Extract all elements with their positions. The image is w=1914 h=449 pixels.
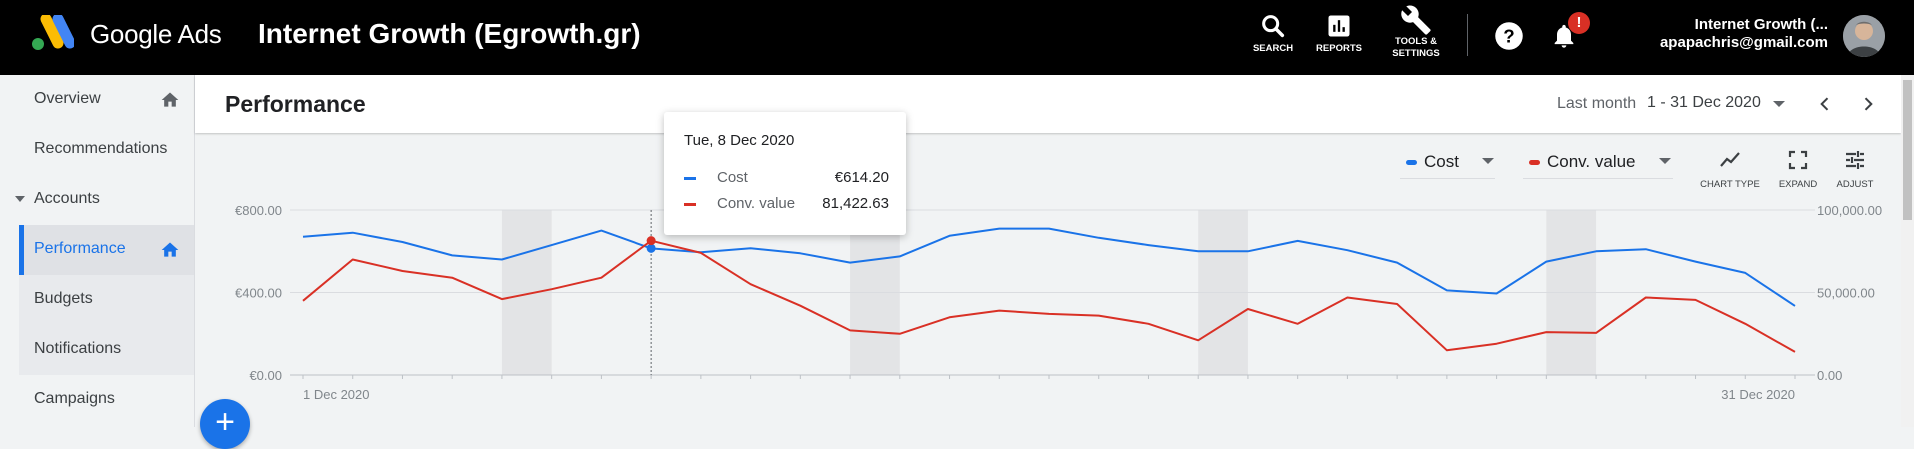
cost-legend-dot bbox=[1406, 160, 1417, 165]
search-button[interactable]: SEARCH bbox=[1233, 12, 1313, 55]
y-left-tick-label: €0.00 bbox=[249, 368, 282, 383]
y-left-tick-label: €400.00 bbox=[235, 286, 282, 301]
metric-selector-conv-value[interactable]: Conv. value bbox=[1523, 148, 1673, 179]
tooltip-metric-value: 81,422.63 bbox=[822, 195, 889, 212]
sidebar-item-label: Campaigns bbox=[34, 390, 115, 407]
user-email: apapachris@gmail.com bbox=[1659, 34, 1828, 51]
brand-name: Google Ads bbox=[90, 19, 222, 49]
tooltip-metric-value: €614.20 bbox=[834, 169, 889, 186]
conv-value-legend-dot bbox=[1529, 160, 1540, 165]
caret-down-icon bbox=[15, 196, 25, 202]
y-right-tick-label: 50,000.00 bbox=[1817, 286, 1875, 301]
tooltip-swatch-conv-value bbox=[684, 203, 696, 206]
tools-label-line2: SETTINGS bbox=[1392, 48, 1440, 59]
sidebar-item-campaigns[interactable]: Campaigns bbox=[0, 375, 194, 425]
highlight-point-cost bbox=[646, 243, 656, 253]
sidebar-item-label: Accounts bbox=[34, 190, 100, 207]
sidebar-item-label: Performance bbox=[34, 240, 126, 257]
sidebar-item-overview[interactable]: Overview bbox=[0, 75, 194, 125]
dropdown-caret-icon bbox=[1773, 101, 1785, 107]
tools-label-line1: TOOLS & bbox=[1394, 36, 1438, 47]
adjust-button[interactable]: ADJUST bbox=[1820, 148, 1890, 190]
x-tick-label: 1 Dec 2020 bbox=[303, 387, 370, 402]
sidebar-item-budgets[interactable]: Budgets bbox=[19, 275, 194, 325]
sidebar-item-performance[interactable]: Performance bbox=[19, 225, 194, 275]
tooltip-row-cost: Cost €614.20 bbox=[684, 168, 889, 188]
help-icon[interactable]: ? bbox=[1494, 21, 1524, 51]
sidebar-item-notifications[interactable]: Notifications bbox=[19, 325, 194, 375]
series-line-conv-value bbox=[302, 239, 1796, 353]
date-range-value: 1 - 31 Dec 2020 bbox=[1647, 94, 1761, 111]
sidebar: Overview Recommendations Accounts Perfor… bbox=[0, 75, 195, 427]
notification-badge[interactable]: ! bbox=[1568, 12, 1590, 34]
dropdown-caret-icon bbox=[1482, 158, 1494, 164]
page-title: Performance bbox=[225, 91, 366, 117]
performance-line-chart[interactable]: €800.00 €400.00 €0.00 100,000.00 50,000.00 0.… bbox=[195, 185, 1901, 415]
dropdown-caret-icon bbox=[1659, 158, 1671, 164]
expand-label: EXPAND bbox=[1778, 179, 1818, 190]
chart-type-label: CHART TYPE bbox=[1700, 179, 1760, 190]
sidebar-item-label: Overview bbox=[34, 90, 101, 107]
date-range-label: Last month bbox=[1557, 95, 1637, 112]
svg-text:?: ? bbox=[1503, 25, 1514, 46]
metric-selector-cost[interactable]: Cost bbox=[1400, 148, 1495, 179]
scrollbar-thumb[interactable] bbox=[1903, 80, 1912, 220]
chart-type-button[interactable]: CHART TYPE bbox=[1695, 148, 1765, 190]
y-left-tick-label: €800.00 bbox=[235, 203, 282, 218]
page-header: Performance Last month 1 - 31 Dec 2020 bbox=[195, 75, 1901, 133]
reports-label: REPORTS bbox=[1316, 43, 1362, 54]
toolbar-divider bbox=[1467, 14, 1468, 56]
tooltip-metric-name: Conv. value bbox=[717, 195, 796, 212]
tooltip-row-conv-value: Conv. value 81,422.63 bbox=[684, 194, 889, 214]
tooltip-swatch-cost bbox=[684, 177, 696, 180]
reports-icon bbox=[1328, 15, 1350, 37]
active-indicator bbox=[19, 225, 24, 275]
adjust-icon bbox=[1846, 151, 1864, 169]
sidebar-item-accounts[interactable]: Accounts bbox=[0, 175, 194, 225]
reports-button[interactable]: REPORTS bbox=[1299, 12, 1379, 55]
adjust-label: ADJUST bbox=[1836, 179, 1874, 190]
avatar-photo bbox=[1843, 15, 1885, 57]
chart-type-icon bbox=[1720, 152, 1740, 167]
metric-label: Conv. value bbox=[1547, 152, 1636, 171]
sidebar-item-label: Notifications bbox=[34, 340, 122, 357]
avatar[interactable] bbox=[1843, 15, 1885, 57]
expand-button[interactable]: EXPAND bbox=[1763, 148, 1833, 190]
user-name: Internet Growth (... bbox=[1694, 16, 1828, 33]
tooltip-date: Tue, 8 Dec 2020 bbox=[684, 132, 795, 149]
home-icon bbox=[161, 242, 179, 257]
user-account-info[interactable]: Internet Growth (... apapachris@gmail.co… bbox=[1660, 16, 1828, 52]
previous-period-icon[interactable] bbox=[1815, 94, 1835, 114]
sidebar-item-recommendations[interactable]: Recommendations bbox=[0, 125, 194, 175]
search-label: SEARCH bbox=[1252, 43, 1294, 54]
tools-settings-button[interactable]: TOOLS & SETTINGS bbox=[1376, 4, 1456, 60]
date-range-select[interactable]: 1 - 31 Dec 2020 bbox=[1647, 91, 1787, 117]
notifications-bell-icon[interactable] bbox=[1550, 21, 1578, 51]
wrench-icon bbox=[1401, 5, 1431, 35]
next-period-icon[interactable] bbox=[1858, 94, 1878, 114]
metric-label: Cost bbox=[1424, 152, 1459, 171]
x-tick-label: 31 Dec 2020 bbox=[1721, 387, 1795, 402]
chart-tooltip: Tue, 8 Dec 2020 Cost €614.20 Conv. value… bbox=[664, 112, 906, 235]
expand-icon bbox=[1788, 150, 1808, 170]
sidebar-item-label: Budgets bbox=[34, 290, 93, 307]
y-right-tick-label: 100,000.00 bbox=[1817, 203, 1882, 218]
home-icon bbox=[161, 92, 179, 107]
account-title[interactable]: Internet Growth (Egrowth.gr) bbox=[258, 18, 641, 49]
tooltip-metric-name: Cost bbox=[717, 169, 748, 186]
top-app-bar: Google Ads Internet Growth (Egrowth.gr) … bbox=[0, 0, 1914, 75]
google-ads-logo-icon[interactable] bbox=[30, 15, 74, 51]
highlight-point-conv-value bbox=[646, 236, 656, 246]
series-line-cost bbox=[302, 227, 1796, 307]
search-icon bbox=[1262, 15, 1285, 38]
sidebar-item-label: Recommendations bbox=[34, 140, 168, 157]
y-right-tick-label: 0.00 bbox=[1817, 368, 1842, 383]
